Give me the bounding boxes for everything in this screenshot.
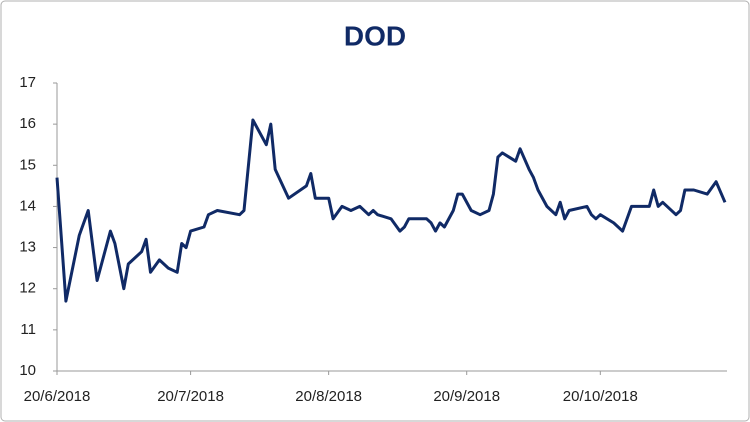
y-tick-label: 15	[19, 156, 36, 173]
x-tick-label: 20/10/2018	[563, 388, 638, 405]
x-tick-label: 20/8/2018	[295, 388, 362, 405]
x-tick-label: 20/7/2018	[157, 388, 224, 405]
chart-title: DOD	[344, 20, 406, 51]
y-tick-label: 11	[20, 321, 36, 338]
y-tick-label: 13	[19, 239, 36, 256]
y-tick-label: 17	[19, 74, 36, 91]
y-tick-label: 16	[19, 115, 36, 132]
y-tick-label: 14	[19, 197, 36, 214]
x-tick-label: 20/6/2018	[24, 388, 91, 405]
y-tick-label: 12	[19, 280, 36, 297]
y-tick-label: 10	[19, 362, 36, 379]
data-line	[55, 118, 727, 303]
x-tick-label: 20/9/2018	[433, 388, 500, 405]
